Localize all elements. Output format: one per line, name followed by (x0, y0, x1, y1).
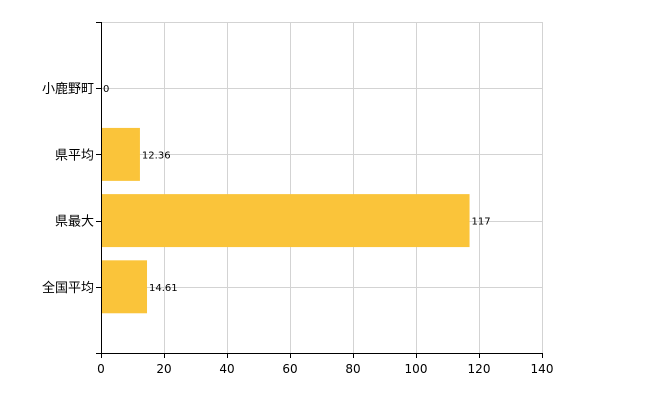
data-label: 117 (472, 217, 491, 228)
category-label: 小鹿野町 (42, 81, 94, 97)
x-tick-label: 140 (531, 362, 554, 376)
bar-1 (101, 127, 140, 181)
bars (101, 127, 470, 314)
bar-2 (101, 194, 470, 248)
category-label: 県平均 (55, 148, 94, 163)
axes (96, 22, 543, 358)
x-tick-label: 80 (345, 362, 360, 376)
category-label: 全国平均 (42, 280, 94, 296)
x-tick-label: 0 (97, 362, 105, 376)
x-tick-label: 40 (219, 362, 234, 376)
bar-3 (101, 260, 148, 314)
x-tick-label: 60 (282, 362, 297, 376)
x-tick-label: 100 (405, 362, 428, 376)
data-label: 14.61 (149, 283, 178, 294)
data-label: 0 (103, 84, 109, 95)
x-tick-label: 20 (156, 362, 171, 376)
x-tick-label: 120 (468, 362, 491, 376)
data-label: 12.36 (142, 150, 171, 161)
category-label: 県最大 (55, 215, 94, 230)
grid-lines (101, 22, 543, 353)
